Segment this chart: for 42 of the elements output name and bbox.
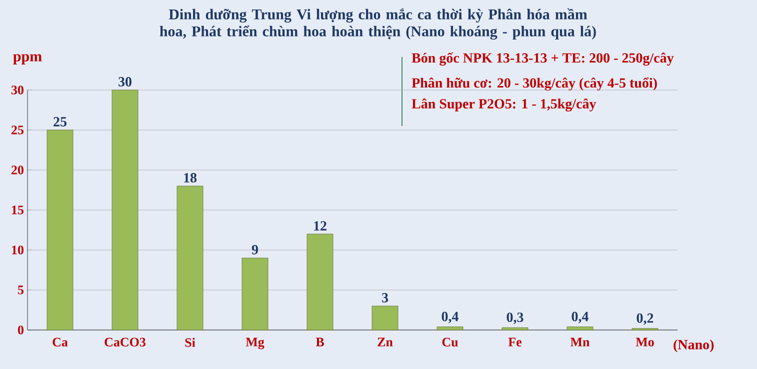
bar <box>502 327 528 330</box>
x-tick-label: B <box>316 338 324 346</box>
data-label: 0,3 <box>506 312 524 324</box>
y-axis-title: ppm <box>13 54 42 64</box>
data-label: 30 <box>118 77 132 86</box>
bar <box>566 326 594 330</box>
bar <box>306 234 334 330</box>
text: Bón gốc NPK 13-13-13 + TE: 200 - 250g/cây <box>412 52 674 66</box>
data-label: 12 <box>314 221 326 230</box>
y-tick-label: 20 <box>12 166 24 174</box>
chart-title: Dinh dưỡng Trung Vi lượng cho mắc ca thời kỳ Phân hóa mầm hoa, Phát triển chùm hoa hoàn thiện (Nano khoáng - phun qua lá) <box>160 8 596 40</box>
data-label: 0,4 <box>442 312 458 324</box>
x-tick-label: Mo <box>636 338 654 346</box>
bar <box>436 326 464 330</box>
annotation: Phân hữu cơ: 20 - 30kg/cây (cây 4-5 tuổi) <box>412 77 657 91</box>
x-tick-label: Mn <box>570 338 590 346</box>
x-tick-label: Si <box>185 338 196 347</box>
x-tick-label: Zn <box>378 338 393 346</box>
bar <box>372 306 398 330</box>
data-label: 18 <box>184 173 197 182</box>
x-tick-label: Cu <box>442 338 458 347</box>
y-tick-label: 0 <box>18 326 24 334</box>
bar <box>242 258 268 330</box>
y-tick-label: 25 <box>12 126 24 134</box>
x-axis-title: (Nano) <box>674 340 714 352</box>
data-label: 9 <box>252 245 258 254</box>
x-tick-label: CaCO3 <box>104 338 146 347</box>
bar <box>176 186 204 330</box>
x-tick-label: Mg <box>246 338 264 350</box>
x-tick-label: Fe <box>508 338 522 346</box>
data-label: 0,2 <box>636 313 654 325</box>
y-tick-label: 15 <box>12 206 24 214</box>
data-label: 25 <box>54 117 67 126</box>
annotation: Lân Super P2O5: 1 - 1,5kg/cây <box>412 98 596 112</box>
data-label: 3 <box>382 293 388 302</box>
bar <box>112 90 138 330</box>
y-tick-label: 5 <box>18 286 24 294</box>
y-tick-label: 30 <box>11 86 24 94</box>
y-tick-label: 10 <box>12 246 24 254</box>
bar <box>46 130 74 330</box>
x-tick-label: Ca <box>52 338 68 347</box>
data-label: 0,4 <box>572 312 588 324</box>
